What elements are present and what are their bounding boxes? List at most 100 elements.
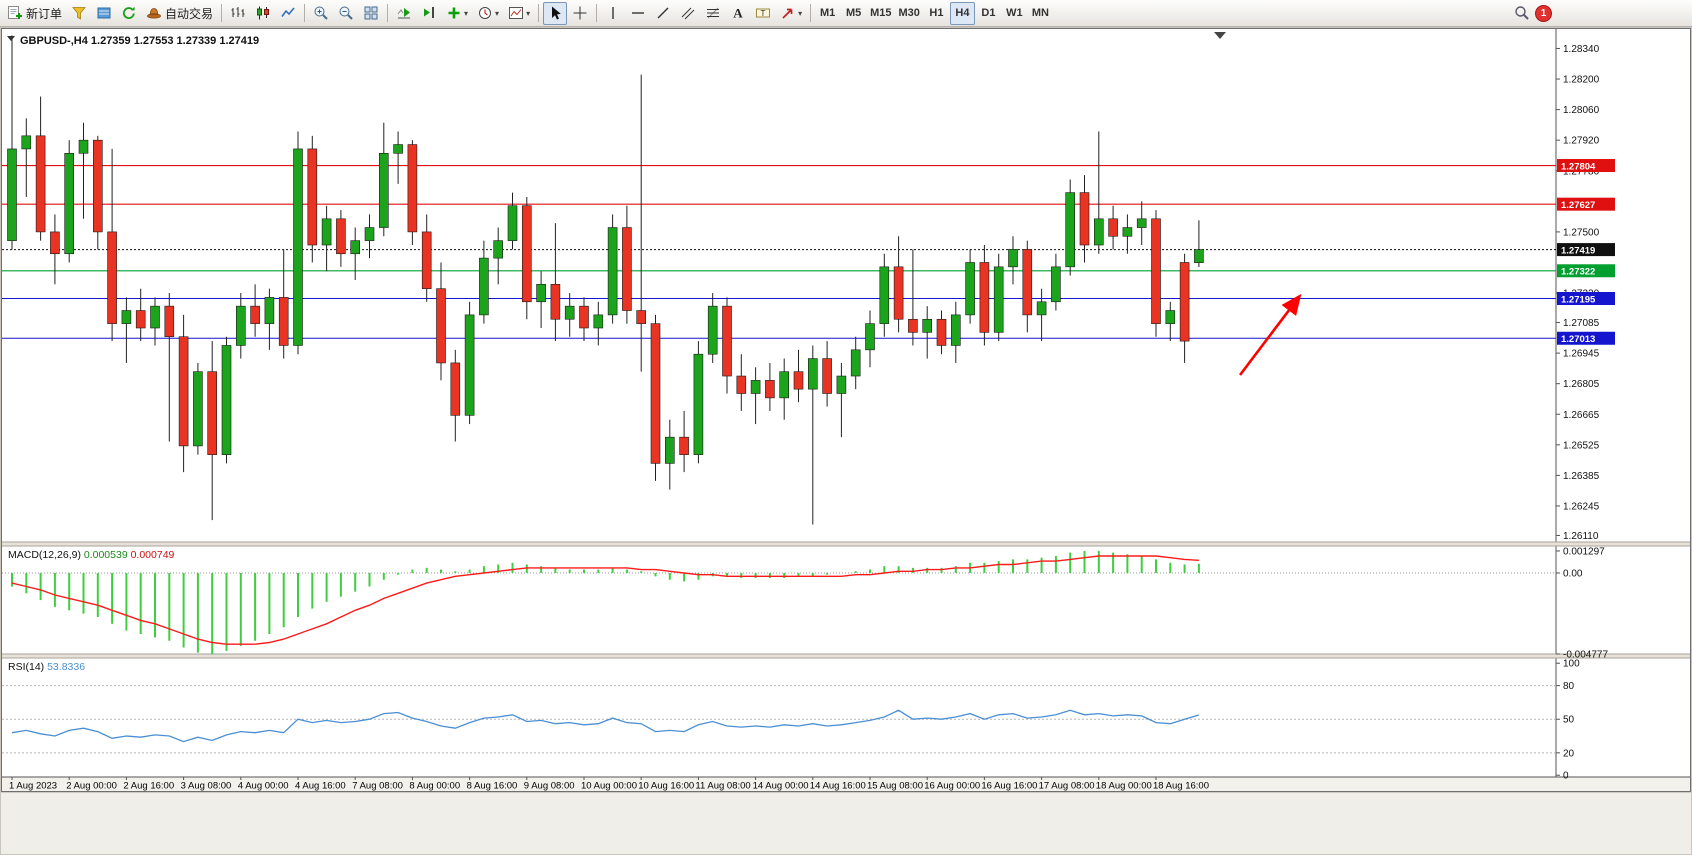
candle — [1165, 310, 1176, 324]
crosshair-icon — [573, 6, 587, 20]
trend-arrow-annotation[interactable] — [1238, 293, 1302, 376]
price-label-1.27419 — [1557, 243, 1615, 257]
candle — [464, 314, 475, 416]
candle — [765, 380, 775, 399]
time-label: 16 Aug 16:00 — [981, 781, 1037, 792]
tile-windows-button[interactable] — [359, 2, 383, 25]
chart-canvas[interactable]: GBPUSD-,H4 1.27359 1.27553 1.27339 1.274… — [2, 29, 1690, 792]
toolbar-separator — [387, 4, 389, 22]
pane-separator — [2, 542, 1690, 546]
price-tick: 1.27920 — [1563, 136, 1600, 147]
svg-text:1.27419: 1.27419 — [1561, 245, 1595, 256]
toolbar-separator — [304, 4, 306, 22]
rsi-tick: 80 — [1563, 681, 1575, 692]
template-chart-icon — [509, 7, 524, 19]
line-chart-icon — [281, 7, 295, 17]
horizontal-line-tool-button[interactable] — [626, 2, 650, 25]
time-label: 8 Aug 00:00 — [409, 781, 460, 792]
candle — [707, 305, 718, 355]
line-chart-mode-button[interactable] — [276, 2, 300, 25]
candle — [150, 305, 160, 329]
svg-text:1.27627: 1.27627 — [1561, 200, 1595, 211]
trendline-tool-button[interactable] — [651, 2, 675, 25]
zoom-out-button[interactable] — [334, 2, 358, 25]
candle — [793, 371, 804, 390]
price-tick: 1.27085 — [1563, 318, 1600, 329]
indicators-button[interactable]: ▾ — [442, 2, 472, 25]
templates-button[interactable]: ▾ — [504, 2, 534, 25]
auto-scroll-button[interactable] — [392, 2, 416, 25]
timeframe-h1-button[interactable]: H1 — [924, 2, 949, 25]
collapse-one-click-icon[interactable] — [7, 36, 15, 41]
candle — [164, 305, 175, 338]
new-order-button[interactable]: 新订单 — [3, 2, 66, 25]
candle — [1151, 218, 1161, 324]
zoom-in-button[interactable] — [309, 2, 333, 25]
search-button[interactable] — [1510, 2, 1534, 25]
timeframe-m5-button[interactable]: M5 — [841, 2, 866, 25]
candle — [378, 152, 389, 228]
candle — [1094, 218, 1104, 246]
candle — [564, 305, 575, 320]
candle — [521, 205, 532, 303]
candle — [421, 231, 432, 289]
timeframe-m1-button[interactable]: M1 — [815, 2, 840, 25]
rsi-pane: RSI(14) 53.8336 — [2, 661, 1556, 754]
refresh-button[interactable] — [117, 2, 141, 25]
channel-tool-button[interactable] — [676, 2, 700, 25]
vertical-line-tool-button[interactable] — [601, 2, 625, 25]
candle — [607, 227, 618, 316]
candle — [807, 358, 818, 390]
price-tick: 1.27500 — [1563, 227, 1600, 238]
chart-shift-button[interactable] — [417, 2, 441, 25]
timeframe-m30-button[interactable]: M30 — [896, 2, 923, 25]
crosshair-tool-button[interactable] — [568, 2, 592, 25]
tile-windows-icon — [364, 6, 378, 20]
cursor-tool-button[interactable] — [543, 1, 568, 25]
notification-badge[interactable]: 1 — [1535, 4, 1552, 22]
funnel-button[interactable] — [67, 2, 91, 25]
candle — [893, 266, 904, 320]
candle — [908, 318, 918, 333]
text-tool-button[interactable]: A — [726, 2, 750, 25]
rsi-tick: 20 — [1563, 748, 1575, 759]
new-order-label: 新订单 — [26, 6, 63, 21]
time-label: 9 Aug 08:00 — [524, 781, 575, 792]
chart-shift-marker[interactable] — [1214, 32, 1226, 39]
candlestick-mode-button[interactable] — [251, 2, 275, 25]
price-tick: 1.26110 — [1563, 531, 1599, 542]
price-tick: 1.28200 — [1563, 75, 1600, 86]
periods-button[interactable]: ▾ — [473, 2, 503, 25]
time-label: 14 Aug 00:00 — [753, 781, 809, 792]
timeframe-h4-button[interactable]: H4 — [949, 1, 975, 25]
timeframe-d1-button[interactable]: D1 — [976, 2, 1001, 25]
market-watch-icon — [97, 7, 111, 19]
main-toolbar: 新订单 自动交易 — [0, 0, 1692, 27]
rsi-tick: 100 — [1563, 659, 1580, 670]
time-label: 8 Aug 16:00 — [467, 781, 518, 792]
timeframe-m15-button[interactable]: M15 — [867, 2, 894, 25]
chevron-down-icon: ▾ — [798, 8, 803, 18]
candle — [865, 323, 875, 351]
price-tick: 1.28060 — [1563, 105, 1600, 116]
time-label: 18 Aug 00:00 — [1096, 781, 1152, 792]
new-order-icon — [8, 6, 22, 19]
fibonacci-tool-button[interactable] — [701, 2, 725, 25]
candle — [436, 288, 446, 364]
timeframe-w1-button[interactable]: W1 — [1002, 2, 1027, 25]
market-watch-button[interactable] — [92, 2, 116, 25]
toolbar-separator — [538, 4, 540, 22]
autotrading-button[interactable]: 自动交易 — [142, 2, 217, 25]
arrows-tool-button[interactable]: ▾ — [776, 2, 806, 25]
candles — [7, 35, 1204, 525]
bar-chart-mode-button[interactable] — [226, 2, 250, 25]
timeframe-mn-button[interactable]: MN — [1028, 2, 1053, 25]
candle — [221, 345, 232, 455]
price-tick: 1.26245 — [1563, 501, 1600, 512]
text-label-tool-button[interactable]: T — [751, 2, 775, 25]
candle — [7, 148, 17, 241]
text-icon: A — [733, 6, 743, 21]
candle — [750, 380, 761, 394]
chart-window: GBPUSD-,H4 1.27359 1.27553 1.27339 1.274… — [1, 28, 1691, 792]
